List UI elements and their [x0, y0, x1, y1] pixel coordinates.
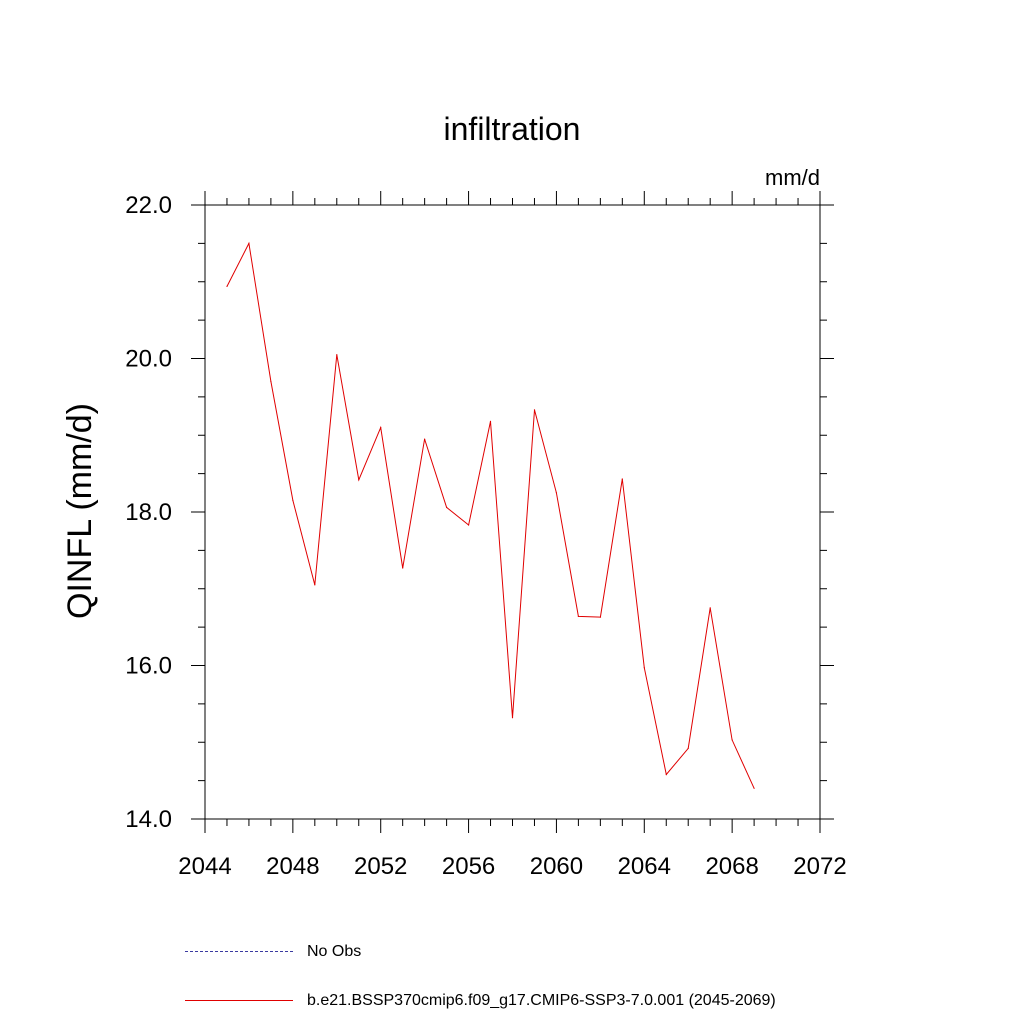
y-tick-label: 20.0: [125, 346, 172, 373]
data-point: [270, 380, 272, 383]
x-tick-label: 2060: [530, 853, 583, 880]
data-point: [226, 285, 228, 287]
data-point: [380, 427, 382, 429]
x-tick-label: 2072: [793, 853, 846, 880]
legend-label: b.e21.BSSP370cmip6.f09_g17.CMIP6-SSP3-7.…: [307, 992, 776, 1009]
data-point: [424, 438, 426, 440]
data-point: [292, 499, 294, 502]
units-label: mm/d: [765, 165, 820, 190]
data-point: [687, 747, 689, 750]
y-tick-label: 22.0: [125, 192, 172, 219]
axis-tick-labels: 2044 2048 2052 2056 2060 2064 2068 2072 14.0 16.0…: [125, 192, 846, 880]
x-tick-label: 2056: [442, 853, 495, 880]
data-point: [446, 506, 448, 508]
y-axis-label: QINFL (mm/d): [61, 403, 99, 619]
y-tick-label: 18.0: [125, 499, 172, 526]
x-tick-label: 2068: [705, 853, 758, 880]
series-layer: [226, 241, 755, 789]
data-point: [665, 773, 667, 776]
axis-ticks: [191, 191, 834, 833]
data-point: [358, 479, 360, 481]
data-point: [599, 616, 602, 618]
data-point: [709, 607, 711, 609]
legend-label: No Obs: [307, 943, 362, 960]
data-point: [577, 615, 580, 618]
legend-swatch-dashed: [185, 951, 293, 952]
data-point: [248, 242, 250, 244]
data-point: [489, 420, 492, 422]
data-point: [731, 739, 733, 741]
x-tick-label: 2052: [354, 853, 407, 880]
chart-title: infiltration: [444, 111, 581, 147]
x-tick-label: 2044: [178, 853, 231, 880]
data-point: [621, 478, 623, 480]
legend-swatch-solid: [185, 1000, 293, 1001]
y-tick-label: 14.0: [125, 806, 172, 833]
series-line: [226, 241, 755, 789]
data-point: [555, 492, 558, 494]
data-point: [402, 567, 404, 569]
plot-frame: [204, 204, 821, 820]
x-tick-label: 2064: [618, 853, 671, 880]
data-point: [533, 409, 536, 411]
data-point: [643, 667, 645, 669]
x-tick-label: 2048: [266, 853, 319, 880]
data-point: [511, 717, 514, 719]
data-point: [314, 584, 316, 586]
data-point: [753, 787, 755, 789]
data-point: [336, 354, 338, 356]
data-point: [468, 524, 470, 526]
y-tick-label: 16.0: [125, 653, 172, 680]
